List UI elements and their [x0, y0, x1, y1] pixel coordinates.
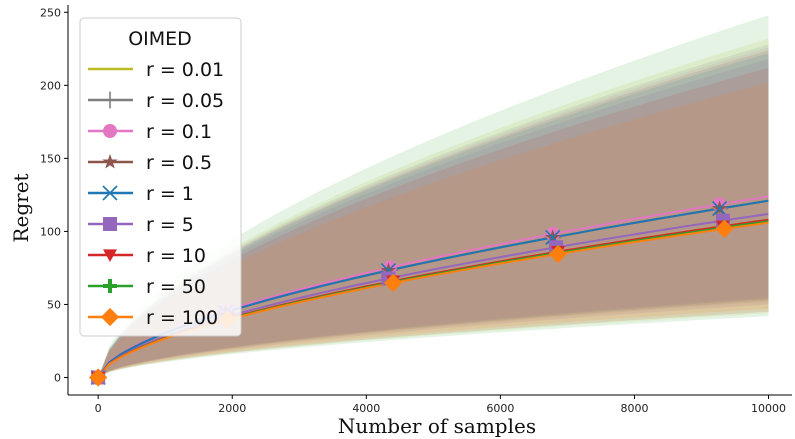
legend-title: OIMED	[128, 28, 192, 50]
legend-item-6: r = 10	[88, 245, 206, 267]
band-series-0	[98, 38, 769, 378]
legend-label-2: r = 0.1	[146, 121, 212, 143]
legend-item-4: r = 1	[88, 183, 194, 205]
legend-item-5: r = 5	[88, 214, 194, 236]
legend-label-4: r = 1	[146, 183, 194, 205]
legend-item-1: r = 0.05	[88, 90, 224, 112]
y-tick-label-3: 150	[40, 152, 61, 165]
legend-swatch-marker-2	[103, 124, 117, 138]
legend-swatch-marker-7	[103, 279, 117, 293]
x-tick-label-0: 0	[95, 402, 102, 415]
legend-label-1: r = 0.05	[146, 90, 224, 112]
legend-label-6: r = 10	[146, 245, 206, 267]
marker-series-4-4	[712, 201, 728, 217]
legend-swatch-marker-3	[102, 153, 118, 169]
x-tick-label-2: 4000	[352, 402, 380, 415]
legend: OIMED r = 0.01r = 0.05r = 0.1r = 0.5r = …	[79, 17, 242, 337]
y-tick-label-2: 100	[40, 225, 61, 238]
legend-box	[79, 17, 242, 337]
legend-label-3: r = 0.5	[146, 152, 212, 174]
marker-series-8-2	[384, 273, 403, 292]
marker-series-8-4	[715, 219, 734, 238]
band-series-2	[98, 47, 769, 378]
legend-item-2: r = 0.1	[88, 121, 212, 143]
legend-label-0: r = 0.01	[146, 59, 224, 81]
legend-swatch-marker-6	[103, 249, 117, 262]
y-tick-label-0: 0	[54, 371, 61, 384]
legend-items: r = 0.01 r = 0.05 r = 0.1 r = 0.5 r = 1 r = 5…	[88, 59, 224, 329]
band-series-3	[98, 50, 769, 378]
band-series-7	[98, 15, 769, 378]
legend-swatch-marker-1	[101, 91, 119, 109]
legend-swatch-marker-4	[102, 185, 118, 201]
marker-series-8-0	[89, 368, 108, 387]
legend-swatch-marker-8	[100, 307, 120, 327]
band-series-8	[98, 82, 769, 378]
y-tick-label-4: 200	[40, 79, 61, 92]
marker-series-8-3	[548, 244, 568, 264]
legend-item-3: r = 0.5	[88, 152, 212, 174]
x-tick-label-1: 2000	[218, 402, 246, 415]
y-tick-label-5: 250	[40, 6, 61, 19]
x-axis-label: Number of samples	[338, 414, 536, 438]
legend-swatch-marker-5	[103, 217, 117, 231]
x-tick-label-3: 6000	[486, 402, 514, 415]
legend-item-8: r = 100	[88, 307, 218, 329]
legend-item-7: r = 50	[88, 276, 206, 298]
band-series-4	[98, 53, 769, 378]
legend-label-5: r = 5	[146, 214, 194, 236]
series-markers	[89, 197, 734, 387]
legend-label-7: r = 50	[146, 276, 206, 298]
band-series-1	[98, 44, 769, 378]
confidence-bands	[98, 15, 769, 378]
y-tick-label-1: 50	[47, 298, 61, 311]
legend-item-0: r = 0.01	[88, 59, 224, 81]
y-axis-label: Regret	[9, 173, 33, 242]
x-tick-label-4: 8000	[620, 402, 648, 415]
legend-label-8: r = 100	[146, 307, 218, 329]
axes: 0 2000 4000 6000 8000 10000 0 50 100 150 200 250	[40, 5, 792, 415]
x-tick-label-5: 10000	[751, 402, 786, 415]
